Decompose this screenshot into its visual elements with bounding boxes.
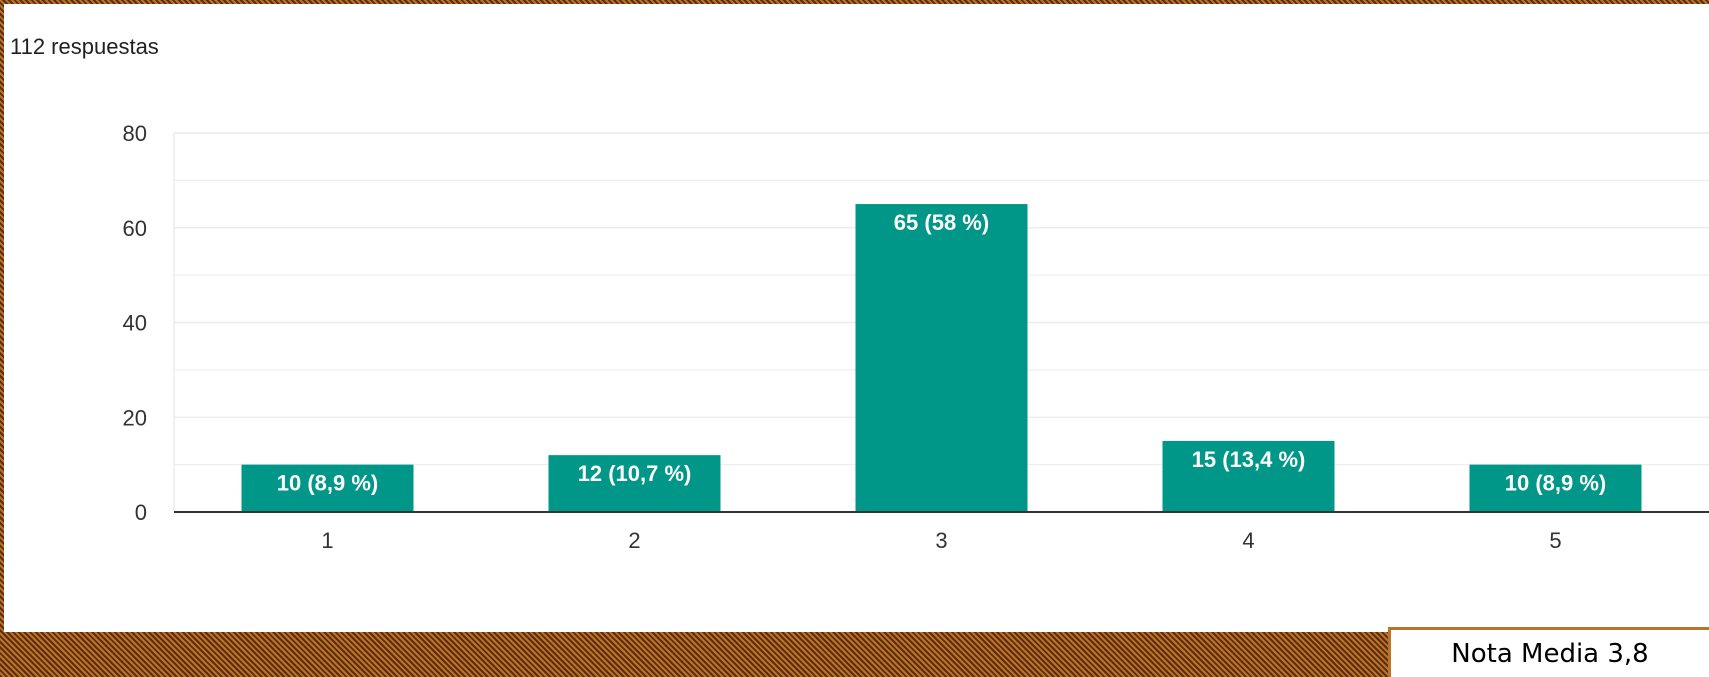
bar (1162, 440, 1335, 512)
average-note-box: Nota Media 3,8 (1388, 627, 1709, 677)
y-tick-label: 80 (123, 121, 147, 146)
x-tick-label: 2 (628, 528, 640, 553)
x-tick-label: 5 (1549, 528, 1561, 553)
bar (1469, 464, 1642, 512)
bar (548, 455, 721, 512)
y-tick-label: 60 (123, 216, 147, 241)
x-tick-label: 1 (321, 528, 333, 553)
y-tick-label: 0 (135, 500, 147, 525)
bar-data-label: 65 (58 %) (894, 210, 989, 235)
y-tick-label: 40 (123, 311, 147, 336)
y-tick-label: 20 (123, 405, 147, 430)
bar-data-label: 15 (13,4 %) (1192, 447, 1306, 472)
bar (241, 464, 414, 512)
bar-chart: 0 20 40 60 80 10 (8,9 %) 1 12 (10,7 %) 2 65 (58 %… (123, 121, 1709, 553)
bar-data-label: 10 (8,9 %) (1505, 471, 1607, 496)
bar (855, 204, 1028, 512)
average-note-label: Nota Media 3,8 (1451, 638, 1649, 669)
x-tick-label: 3 (935, 528, 947, 553)
bar-data-label: 12 (10,7 %) (578, 461, 692, 486)
bar-data-label: 10 (8,9 %) (277, 471, 379, 496)
chart-panel: 112 respuestas 0 20 40 60 80 10 (8,9 %) 1 12 (1… (4, 4, 1709, 632)
responses-count: 112 respuestas (10, 34, 159, 59)
x-tick-label: 4 (1242, 528, 1254, 553)
